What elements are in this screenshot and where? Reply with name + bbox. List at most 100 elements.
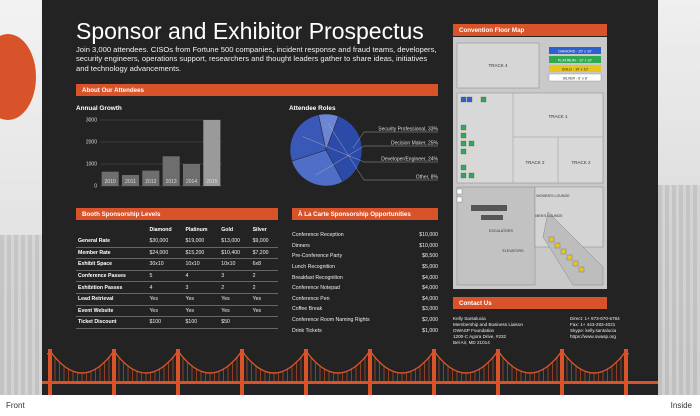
booth-marker — [480, 96, 487, 103]
booth-cell: 4 — [183, 270, 220, 283]
booth-cell: 10x10 — [183, 258, 220, 271]
list-item: Lunch Recognition $5,000 — [292, 262, 438, 273]
prospectus-page: Sponsor and Exhibitor Prospectus Join 3,… — [42, 0, 658, 395]
booth-cell: 3 — [183, 281, 220, 294]
y-tick-label: 0 — [94, 184, 97, 190]
inside-page-thumbnail — [658, 0, 700, 395]
convention-floor-map: DIAMOND - 20' x 10' PLATINUM - 10' x 10'… — [453, 37, 607, 289]
booth-cell: Yes — [250, 293, 278, 306]
booth-cell: 2 — [250, 270, 278, 283]
opportunity-name: Conference Reception — [292, 232, 344, 239]
opportunity-price: $3,000 — [422, 306, 438, 313]
alacarte-table: Conference Reception $10,000 Dinners $10,00… — [292, 230, 438, 336]
booth-cell: Yes — [219, 305, 251, 318]
booth-marker — [460, 164, 467, 171]
booth-marker — [578, 266, 585, 273]
opportunity-price: $2,000 — [422, 317, 438, 324]
list-item: Conference Room Naming Rights $2,000 — [292, 315, 438, 326]
alacarte-header: À La Carte Sponsorship Opportunities — [292, 208, 438, 220]
bridge-tower — [240, 349, 244, 395]
booth-levels-table: Diamond Platinum Gold Silver General Rate $3… — [76, 227, 278, 329]
floor-map-header: Convention Floor Map — [453, 24, 607, 36]
opportunity-price: $10,000 — [419, 242, 438, 249]
booth-row-label: Exhibition Passes — [76, 281, 148, 294]
front-page-thumbnail — [0, 0, 42, 395]
opportunity-price: $5,000 — [422, 264, 438, 271]
booth-marker — [468, 140, 475, 147]
x-tick-label: 2010 — [105, 179, 116, 185]
attendee-roles-chart: Security Professional, 33% Decision Maker… — [289, 113, 439, 187]
list-item: Dinners $10,000 — [292, 241, 438, 252]
track-2b-label: TRACK 2 — [571, 160, 591, 165]
booth-row-label: Ticket Discount — [76, 316, 148, 329]
booth-cell: 4 — [147, 281, 184, 294]
pie-leader-line — [315, 145, 438, 176]
list-item: Conference Pen $4,000 — [292, 294, 438, 305]
booth-row-label: General Rate — [76, 236, 148, 248]
contact-role: Membership and Business Liaison — [453, 321, 523, 327]
booth-column-header: Gold — [221, 227, 234, 233]
opportunity-name: Conference Pen — [292, 295, 330, 302]
booth-cell: 3 — [219, 270, 251, 283]
booth-column-header: Diamond — [149, 227, 172, 233]
table-row: Ticket Discount $100 $100 $50 — [76, 316, 278, 329]
contact-skype: Skype: kelly.santalucia — [570, 327, 617, 333]
booth-cell: Yes — [147, 305, 184, 318]
x-tick-label: 2013 — [166, 179, 177, 185]
track-1-label: TRACK 1 — [548, 114, 568, 119]
bridge-deck — [42, 381, 658, 384]
growth-bar — [142, 170, 160, 186]
bridge-tower — [560, 349, 564, 395]
booth-cell: 30x10 — [147, 258, 184, 271]
contact-phone-block: Direct: 1+ 973-670-5784 Fax: 1+ 443-283-… — [570, 316, 620, 340]
page-title: Sponsor and Exhibitor Prospectus — [76, 18, 424, 44]
growth-bar — [101, 171, 119, 186]
bridge-tower-brace — [431, 353, 437, 355]
opportunity-name: Breakfast Recognition — [292, 274, 343, 281]
opportunity-name: Lunch Recognition — [292, 264, 335, 271]
booth-marker — [466, 96, 473, 103]
bridge-tower — [304, 349, 308, 395]
booth-marker — [460, 132, 467, 139]
booth-cell: 2 — [250, 281, 278, 294]
booth-cell: $100 — [183, 316, 220, 329]
contact-address-line1: 1200-C Agora Drive, #232 — [453, 333, 507, 339]
elevators-label: ELEVATORS — [503, 249, 525, 253]
bridge-tower — [624, 349, 628, 395]
bridge-tower — [112, 349, 116, 395]
list-item: Conference Notepad $4,000 — [292, 283, 438, 294]
opportunity-price: $4,000 — [422, 285, 438, 292]
booth-cell: Yes — [183, 293, 220, 306]
y-tick-label: 3000 — [86, 118, 97, 124]
contact-org: OWASP Foundation — [453, 327, 495, 333]
bridge-tower-brace — [303, 353, 309, 355]
contact-website[interactable]: https://www.owasp.org — [570, 333, 616, 339]
booth-cell: $13,000 — [219, 236, 251, 248]
pie-leader-line — [352, 131, 438, 149]
opportunity-price: $1,000 — [422, 327, 438, 334]
table-row: Exhibition Passes 4 3 2 2 — [76, 281, 278, 294]
pie-slice — [289, 114, 327, 162]
escalators-label: ESCALATORS — [489, 229, 513, 233]
annual-growth-chart: 0 1000 2000 3000 2010 2011 2012 2013 2014 2015 — [86, 118, 222, 190]
booth-cell: $15,200 — [183, 247, 220, 260]
city-skyline-image — [658, 185, 700, 395]
booth-cell: $9,000 — [250, 236, 278, 248]
pie-slice — [318, 113, 339, 151]
pie-slice-label: Developer/Engineer, 24% — [381, 157, 438, 163]
y-tick-label: 2000 — [86, 140, 97, 146]
pie-slice — [291, 149, 344, 187]
x-tick-label: 2011 — [125, 179, 136, 185]
bridge-tower-brace — [239, 353, 245, 355]
list-item: Drink Tickets $1,000 — [292, 325, 438, 336]
bridge-tower-brace — [47, 353, 53, 355]
opportunity-price: $4,000 — [422, 295, 438, 302]
legend-diamond: DIAMOND - 20' x 10' — [558, 50, 592, 54]
x-tick-label: 2015 — [206, 179, 217, 185]
booth-marker — [560, 248, 567, 255]
opportunity-price: $8,500 — [422, 253, 438, 260]
booth-cell: 10x10 — [219, 258, 251, 271]
pie-leader-line — [302, 136, 438, 163]
attendee-roles-label: Attendee Roles — [289, 105, 336, 112]
contact-direct: Direct: 1+ 973-670-5784 — [570, 316, 620, 321]
